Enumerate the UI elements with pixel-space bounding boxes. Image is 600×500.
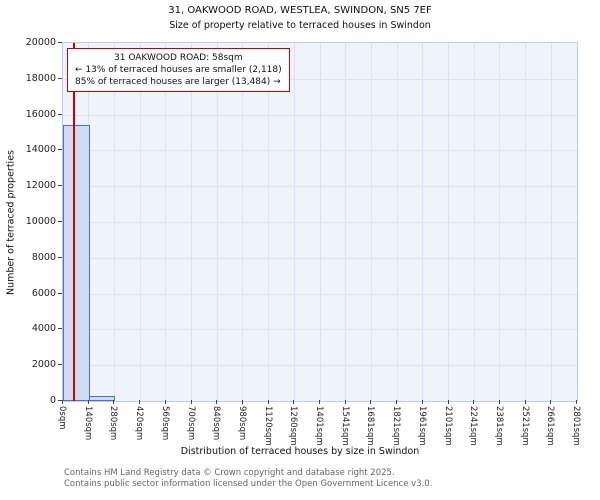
x-tick-label: 980sqm xyxy=(236,406,247,441)
y-tick-mark xyxy=(58,364,62,366)
vertical-gridline xyxy=(499,43,501,401)
histogram-bar xyxy=(88,395,116,401)
y-tick-label: 2000 xyxy=(31,359,56,371)
x-tick-mark xyxy=(473,400,475,404)
chart-subtitle: Size of property relative to terraced ho… xyxy=(169,20,431,31)
vertical-gridline xyxy=(268,43,270,401)
x-tick-label: 2381sqm xyxy=(493,406,504,446)
x-tick-label: 2521sqm xyxy=(519,406,530,446)
x-tick-label: 560sqm xyxy=(159,406,170,441)
y-tick-mark xyxy=(58,256,62,258)
vertical-gridline xyxy=(448,43,449,401)
x-tick-mark xyxy=(370,400,372,404)
histogram-bar xyxy=(63,125,90,401)
x-tick-label: 840sqm xyxy=(211,406,222,441)
vertical-gridline xyxy=(396,43,398,401)
vertical-gridline xyxy=(525,43,527,401)
x-axis-label: Distribution of terraced houses by size … xyxy=(180,446,420,457)
y-tick-mark xyxy=(58,149,62,151)
y-tick-mark xyxy=(58,77,62,79)
x-tick-mark xyxy=(241,400,243,404)
x-tick-label: 280sqm xyxy=(108,406,119,441)
vertical-gridline xyxy=(473,43,475,401)
x-tick-label: 420sqm xyxy=(134,406,145,441)
y-tick-label: 8000 xyxy=(31,251,56,263)
y-tick-label: 14000 xyxy=(25,144,56,156)
footer-line-2: Contains public sector information licen… xyxy=(64,479,433,489)
x-tick-mark xyxy=(139,400,141,404)
x-tick-label: 2801sqm xyxy=(571,406,581,446)
x-tick-label: 140sqm xyxy=(82,406,93,441)
vertical-gridline xyxy=(319,43,321,401)
x-tick-label: 2241sqm xyxy=(468,406,479,446)
x-tick-label: 2101sqm xyxy=(442,406,453,446)
x-tick-mark xyxy=(396,400,398,404)
y-tick-mark xyxy=(58,113,62,115)
vertical-gridline xyxy=(242,43,244,401)
x-tick-mark xyxy=(87,400,89,404)
x-tick-label: 1821sqm xyxy=(391,406,402,446)
x-tick-label: 1541sqm xyxy=(339,406,350,446)
vertical-gridline xyxy=(422,43,424,401)
vertical-gridline xyxy=(165,43,167,401)
y-tick-label: 12000 xyxy=(25,180,56,192)
annotation-property-line: 31 OAKWOOD ROAD: 58sqm xyxy=(114,53,243,63)
vertical-gridline xyxy=(191,43,192,401)
vertical-gridline xyxy=(293,43,295,401)
chart-title: 31, OAKWOOD ROAD, WESTLEA, SWINDON, SN5 … xyxy=(168,5,432,16)
x-tick-label: 1961sqm xyxy=(416,406,427,446)
y-tick-label: 18000 xyxy=(25,72,56,84)
vertical-gridline xyxy=(139,43,141,401)
x-tick-mark xyxy=(293,400,295,404)
x-tick-label: 2661sqm xyxy=(545,406,556,446)
x-tick-label: 0sqm xyxy=(57,406,67,430)
x-tick-mark xyxy=(62,400,63,404)
x-tick-mark xyxy=(216,400,218,404)
annotation-smaller-line: ← 13% of terraced houses are smaller (2,… xyxy=(75,65,282,75)
x-tick-mark xyxy=(498,400,500,404)
x-tick-label: 700sqm xyxy=(185,406,196,441)
x-tick-mark xyxy=(319,400,320,404)
y-tick-mark xyxy=(58,292,62,294)
x-tick-label: 1260sqm xyxy=(288,406,299,446)
x-tick-label: 1401sqm xyxy=(314,406,324,446)
x-tick-mark xyxy=(190,400,192,404)
vertical-gridline xyxy=(345,43,347,401)
y-tick-label: 16000 xyxy=(25,108,56,120)
x-tick-mark xyxy=(421,400,423,404)
vertical-gridline xyxy=(370,43,372,401)
x-tick-mark xyxy=(447,400,449,404)
x-tick-label: 1681sqm xyxy=(365,406,376,446)
x-tick-mark xyxy=(267,400,269,404)
annotation-box: 31 OAKWOOD ROAD: 58sqm ← 13% of terraced… xyxy=(67,48,290,92)
annotation-larger-line: 85% of terraced houses are larger (13,48… xyxy=(75,77,281,87)
y-tick-label: 4000 xyxy=(31,323,56,335)
x-tick-mark xyxy=(576,400,577,404)
x-tick-label: 1120sqm xyxy=(262,406,273,446)
vertical-gridline xyxy=(216,43,218,401)
y-tick-label: 10000 xyxy=(25,216,56,227)
property-size-marker-line xyxy=(72,43,75,401)
x-tick-mark xyxy=(164,400,166,404)
y-tick-mark xyxy=(58,42,62,43)
y-tick-mark xyxy=(58,221,62,222)
x-tick-mark xyxy=(344,400,346,404)
vertical-gridline xyxy=(550,43,552,401)
plot-area xyxy=(62,42,578,402)
vertical-gridline xyxy=(113,43,115,401)
x-tick-mark xyxy=(550,400,552,404)
y-tick-mark xyxy=(58,185,62,187)
x-tick-mark xyxy=(113,400,115,404)
y-tick-label: 0 xyxy=(49,395,56,406)
y-tick-mark xyxy=(58,328,62,330)
y-tick-label: 20000 xyxy=(25,37,56,48)
footer-line-1: Contains HM Land Registry data © Crown c… xyxy=(64,468,395,478)
y-tick-mark xyxy=(58,400,62,401)
y-tick-label: 6000 xyxy=(31,287,56,299)
x-tick-mark xyxy=(524,400,526,404)
